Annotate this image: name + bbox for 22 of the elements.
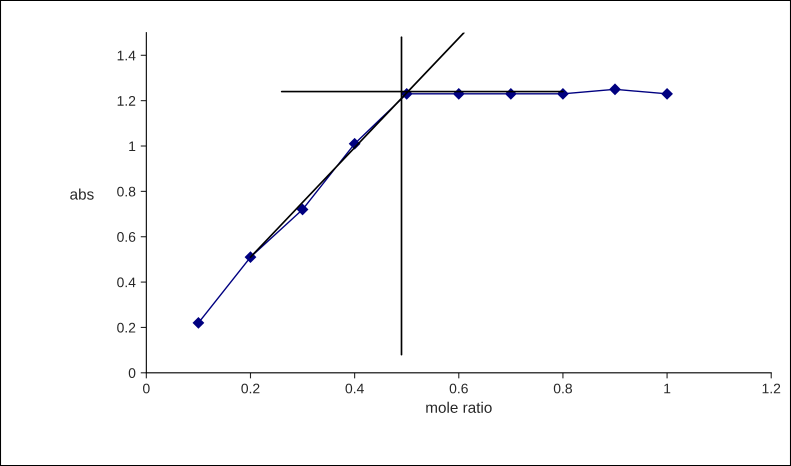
point xyxy=(609,84,621,95)
point xyxy=(557,88,569,100)
y-tick-label: 0.8 xyxy=(117,186,136,197)
y-tick-label: 0.4 xyxy=(117,277,136,288)
y-tick-label: 1.4 xyxy=(118,50,136,60)
y-tick-label: 0.2 xyxy=(117,322,136,333)
x-axis-title: mole ratio xyxy=(426,402,492,413)
y-tick-label: 1.2 xyxy=(118,96,136,106)
x-tick-label: 1.2 xyxy=(762,384,780,394)
y-tick-label: 0 xyxy=(128,368,136,378)
x-tick-label: 1 xyxy=(664,384,670,394)
x-tick-label: 0 xyxy=(143,384,150,394)
x-tick-label: 0.8 xyxy=(554,384,572,394)
y-tick-label: 1 xyxy=(129,141,136,152)
x-tick-label: 0.6 xyxy=(450,384,468,394)
x-tick-label: 0.4 xyxy=(346,384,364,394)
x-tick-label: 0.2 xyxy=(241,384,260,394)
point xyxy=(661,88,673,100)
y-tick-label: 0.6 xyxy=(117,232,136,242)
point xyxy=(296,204,308,216)
y-axis-title: abs xyxy=(70,188,94,200)
point xyxy=(192,317,204,329)
